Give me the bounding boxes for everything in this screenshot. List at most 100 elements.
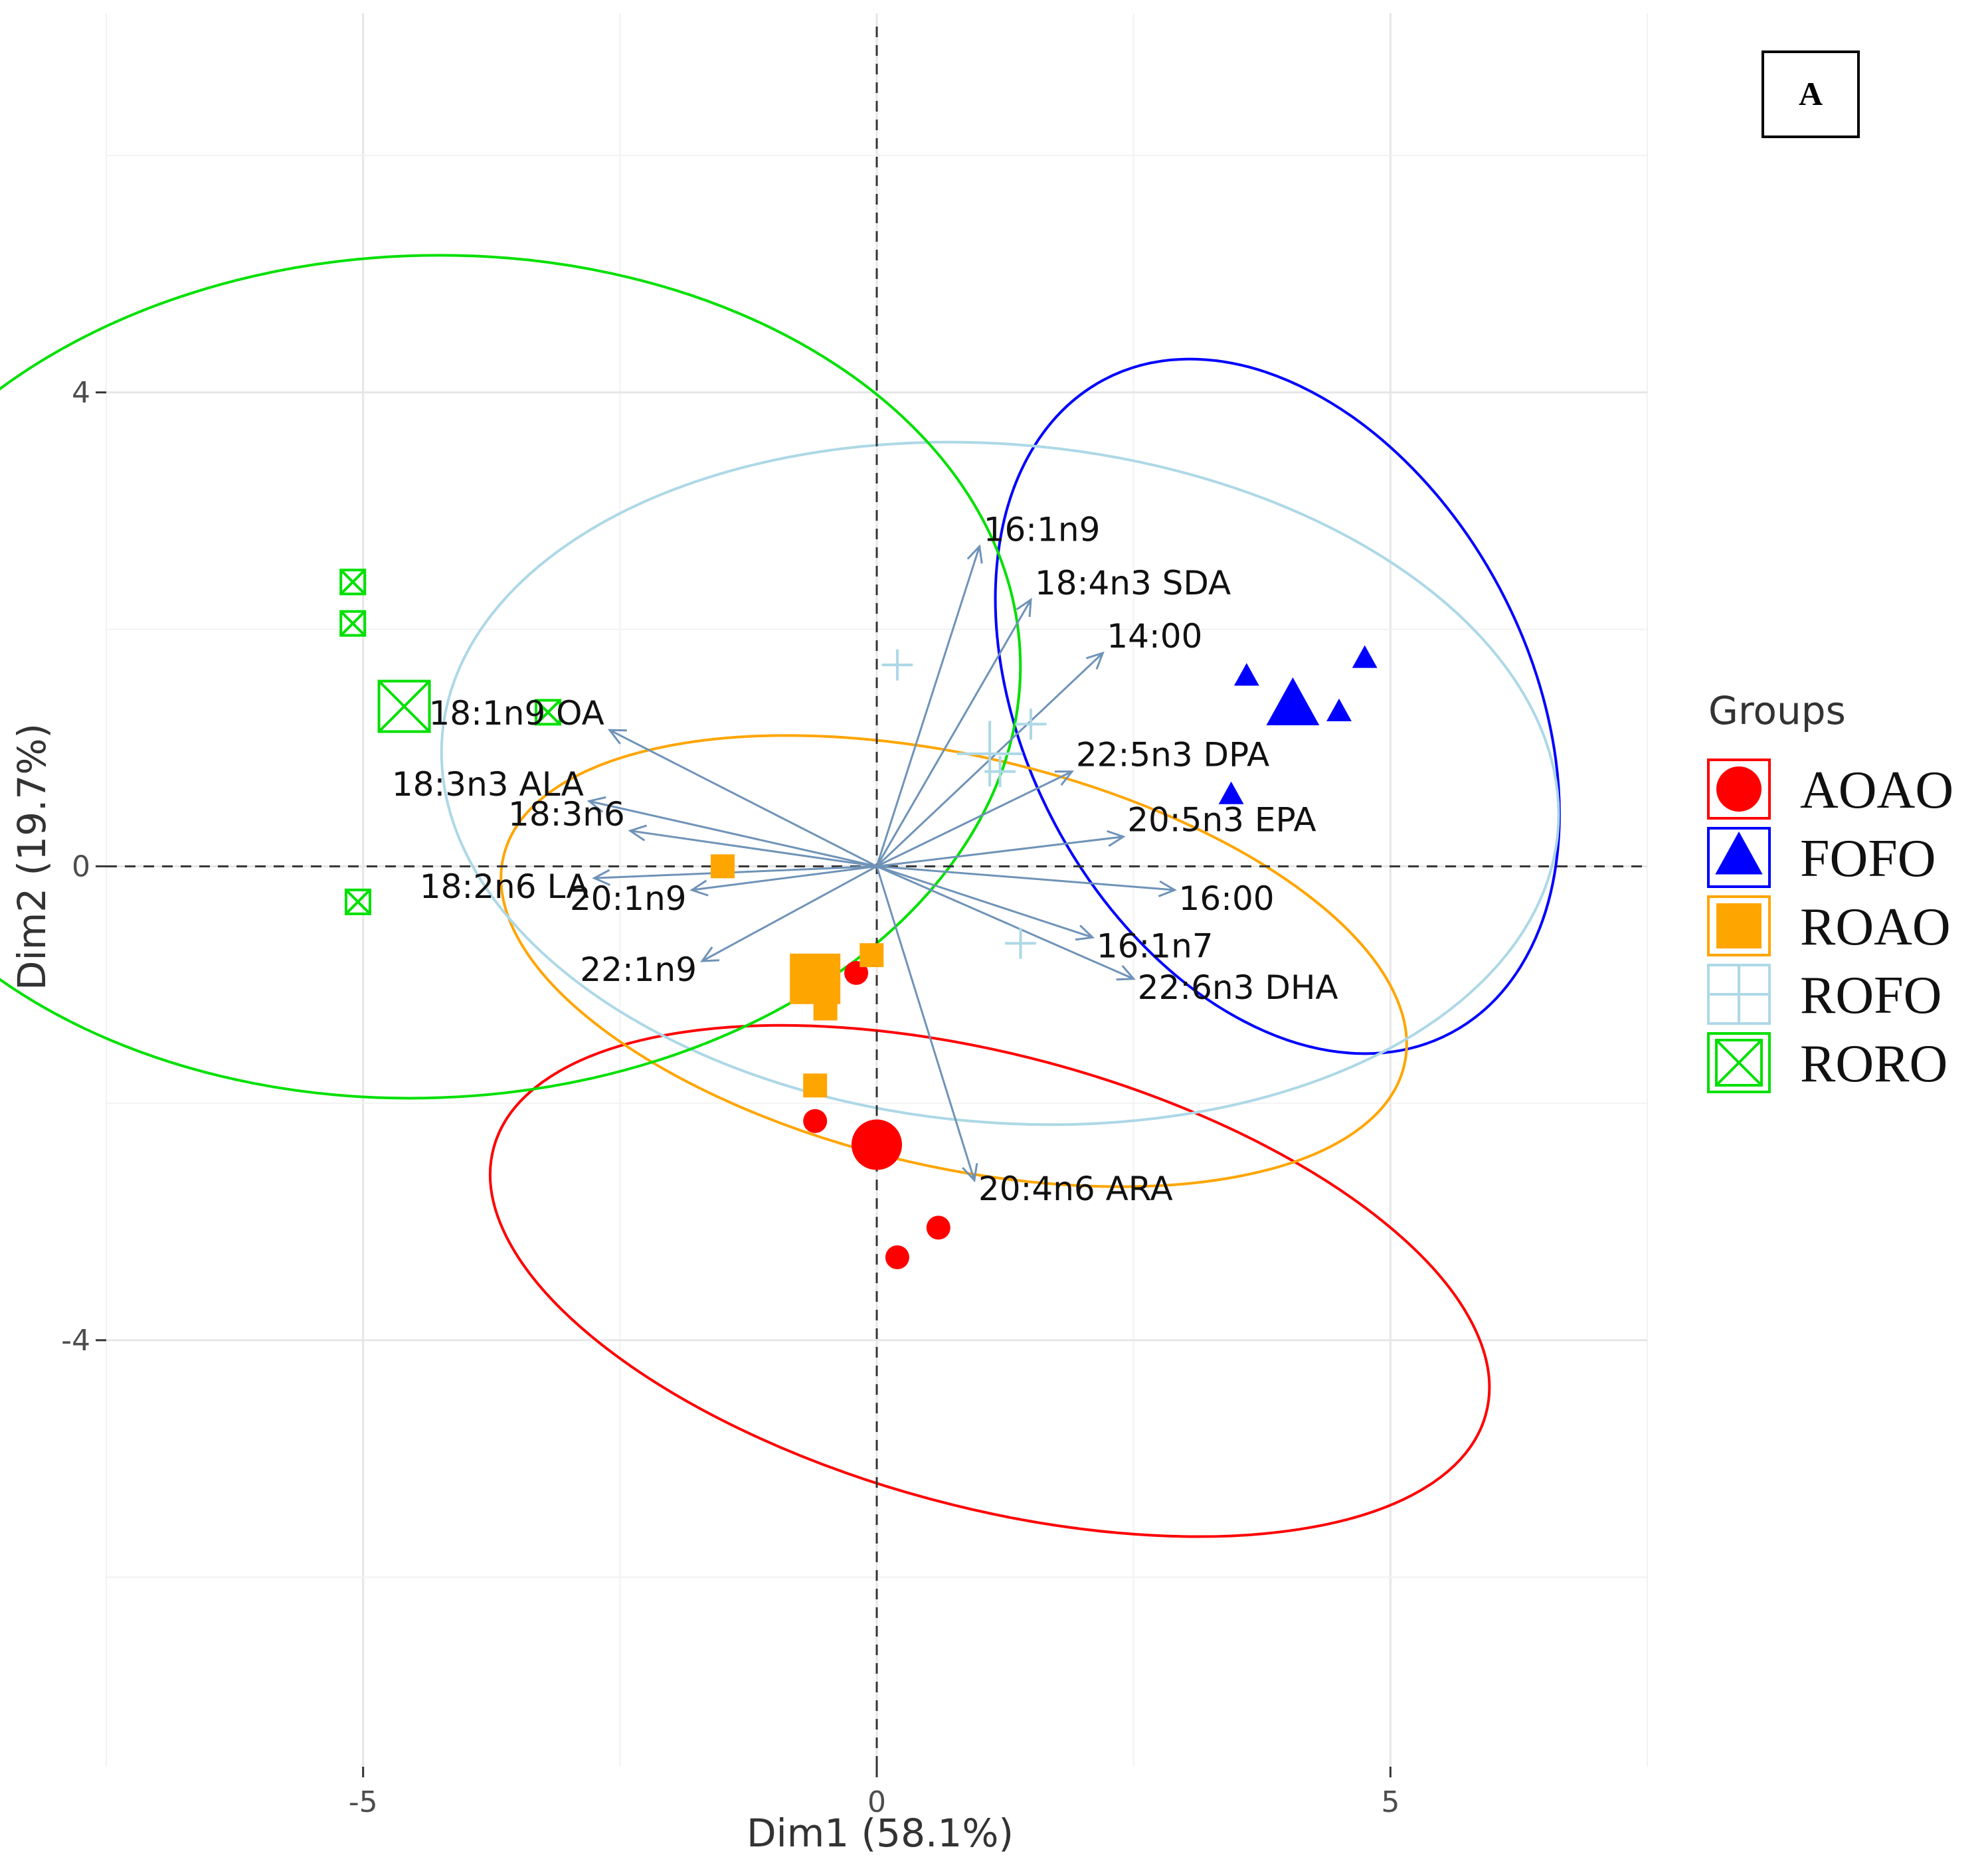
centroid-roao xyxy=(790,953,841,1004)
point-fofo xyxy=(1326,698,1352,721)
legend-label: RORO xyxy=(1800,1035,1947,1093)
variable-arrow-head xyxy=(592,869,611,886)
variable-label: 20:4n6 ARA xyxy=(978,1170,1173,1208)
point-roro xyxy=(339,610,367,637)
point-fofo xyxy=(1233,663,1259,686)
ellipse-layer xyxy=(0,254,1561,1538)
variable-arrow-head xyxy=(966,544,983,564)
variable-label: 16:1n9 xyxy=(984,511,1101,549)
legend-label: ROAO xyxy=(1800,898,1951,956)
group-points xyxy=(339,569,1378,1269)
variable-arrow xyxy=(876,865,1093,938)
point-fofo xyxy=(1218,781,1244,804)
variable-arrow xyxy=(691,865,877,891)
legend-label: AOAO xyxy=(1800,761,1953,820)
variable-label: 14:00 xyxy=(1107,617,1202,656)
variable-arrow-head xyxy=(1158,880,1177,897)
variable-label: 18:1n9 OA xyxy=(429,694,604,733)
variable-arrow-head xyxy=(1107,830,1126,847)
variable-arrow-head xyxy=(1016,597,1032,618)
variable-label: 18:4n3 SDA xyxy=(1035,564,1231,602)
variable-label: 16:00 xyxy=(1179,879,1275,918)
variable-arrow xyxy=(876,865,1134,980)
variable-arrow xyxy=(701,865,877,962)
variable-arrow-head xyxy=(1075,925,1095,941)
legend-key-box xyxy=(1707,895,1771,956)
variable-arrow xyxy=(876,836,1124,867)
variable-arrow-head xyxy=(1116,965,1136,981)
variable-arrow-head xyxy=(689,879,709,897)
variable-arrow xyxy=(594,865,877,879)
legend-key-roro xyxy=(1715,1039,1763,1087)
x-tick-label: -5 xyxy=(349,1785,378,1819)
variable-label: 16:1n7 xyxy=(1097,927,1214,965)
variable-arrow xyxy=(875,546,981,867)
legend: Groups AOAO FOFO ROAO ROFO RORO xyxy=(1707,688,1953,1093)
variable-arrow-head xyxy=(628,824,648,842)
y-tick-label: -4 xyxy=(61,1324,90,1358)
point-aoao xyxy=(803,1109,828,1133)
legend-label: ROFO xyxy=(1800,966,1942,1025)
confidence-ellipse-rofo xyxy=(440,440,1560,1126)
variable-labels: 16:1n9 18:4n3 SDA 14:00 18:1n9 OA 18:3n3 ALA… xyxy=(392,511,1338,1208)
confidence-ellipse-fofo xyxy=(994,357,1561,1055)
point-roro xyxy=(339,569,367,596)
centroid-rofo xyxy=(956,721,1023,787)
variable-arrow-head xyxy=(700,946,720,962)
legend-item-rofo: ROFO xyxy=(1707,964,1942,1025)
legend-key-fofo xyxy=(1715,831,1763,875)
point-aoao xyxy=(926,1215,950,1240)
centroid-fofo xyxy=(1266,677,1320,726)
variable-label: 18:2n6 LA xyxy=(420,867,589,906)
legend-title: Groups xyxy=(1708,688,1846,733)
axes: -5 0 5 -4 0 4 xyxy=(61,376,1400,1819)
point-rofo xyxy=(1015,708,1047,740)
y-axis-title: Dim2 (19.7%) xyxy=(9,723,54,990)
variable-arrow xyxy=(875,865,976,1181)
variable-arrow xyxy=(588,800,877,867)
variable-arrow-head xyxy=(1054,770,1074,786)
variable-arrow xyxy=(875,599,1032,867)
variable-label: 22:5n3 DPA xyxy=(1076,736,1269,774)
variable-label: 18:3n6 xyxy=(508,795,625,834)
variable-label: 22:6n3 DHA xyxy=(1138,968,1338,1007)
point-roao xyxy=(803,1073,828,1098)
y-tick-label: 4 xyxy=(72,376,90,410)
variable-arrow xyxy=(876,865,1175,891)
x-tick-label: 0 xyxy=(867,1785,886,1819)
variable-arrow-head xyxy=(962,1163,978,1183)
point-rofo xyxy=(881,649,913,681)
legend-item-aoao: AOAO xyxy=(1707,758,1953,820)
legend-key-box xyxy=(1707,827,1771,888)
point-fofo xyxy=(1352,645,1378,668)
variable-arrows xyxy=(587,544,1177,1183)
point-roao xyxy=(859,943,884,968)
variable-arrow-head xyxy=(607,729,627,745)
legend-item-fofo: FOFO xyxy=(1707,827,1936,888)
confidence-ellipse-aoao xyxy=(488,1024,1491,1538)
confidence-ellipse-roro xyxy=(0,254,1022,1100)
legend-key-rofo xyxy=(1709,964,1769,1024)
panel-label-box: A xyxy=(1762,50,1860,138)
variable-arrow xyxy=(876,770,1073,867)
x-tick-label: 5 xyxy=(1381,1785,1400,1819)
variable-arrow-head xyxy=(587,796,606,813)
grid-layer xyxy=(106,13,1648,1767)
x-axis-title: Dim1 (58.1%) xyxy=(747,1811,1014,1856)
variable-label: 20:5n3 EPA xyxy=(1127,801,1316,840)
centroid-aoao xyxy=(852,1119,902,1170)
variable-arrow xyxy=(609,729,877,867)
point-rofo xyxy=(1005,927,1036,959)
y-tick-label: 0 xyxy=(72,849,90,883)
legend-key-roao xyxy=(1716,903,1762,948)
legend-key-box xyxy=(1707,1032,1771,1093)
point-roro xyxy=(344,888,371,915)
variable-label: 20:1n9 xyxy=(570,879,687,918)
legend-key-aoao xyxy=(1716,766,1762,812)
variable-arrow xyxy=(630,830,877,867)
legend-item-roro: RORO xyxy=(1707,1032,1947,1093)
legend-key-box xyxy=(1707,758,1771,820)
point-roro xyxy=(535,699,562,726)
